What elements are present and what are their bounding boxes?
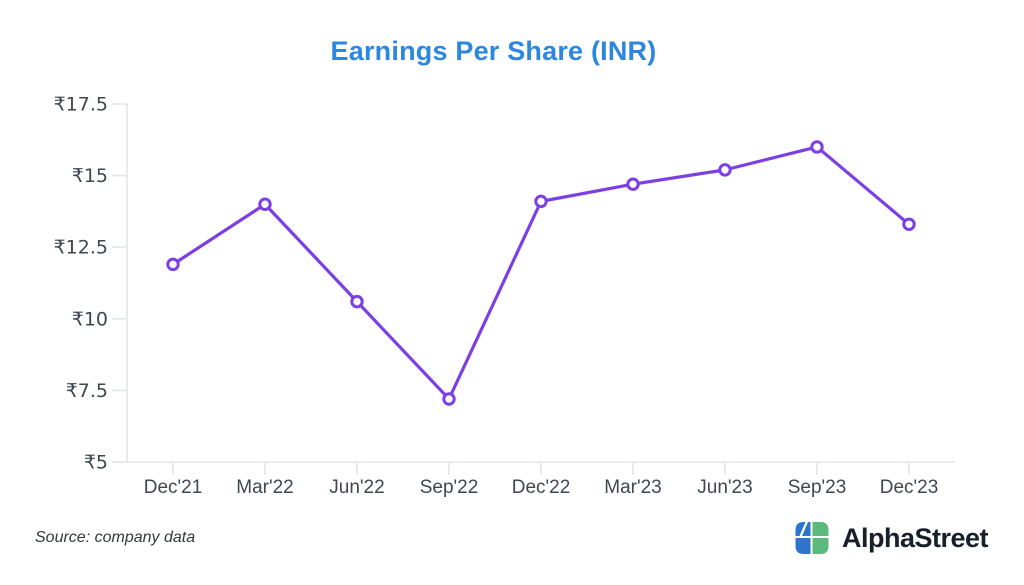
- logo-petal-bottom-left: [795, 538, 811, 554]
- eps-line-chart: ₹17.5 ₹15 ₹12.5 ₹10 ₹7.5 ₹5 Dec'21 Mar'22 Jun'22…: [54, 94, 955, 498]
- y-tick-label: ₹15: [72, 165, 108, 187]
- alphastreet-logo-text: AlphaStreet: [842, 522, 989, 553]
- y-tick-label: ₹10: [72, 308, 108, 330]
- data-point-Jun'23: [718, 163, 732, 177]
- alphastreet-logo-icon: [795, 522, 829, 554]
- logo-petal-top-left-main: [802, 522, 811, 536]
- data-point-Dec'22: [534, 194, 548, 209]
- x-tick-label: Mar'23: [604, 477, 661, 498]
- x-tick-label: Jun'22: [329, 477, 384, 498]
- source-note: Source: company data: [35, 529, 196, 546]
- x-tick-label: Dec'21: [144, 477, 203, 498]
- x-tick-label: Mar'22: [236, 477, 293, 498]
- logo-petal-top-left-sliver: [795, 522, 806, 536]
- x-tick-label: Sep'23: [788, 477, 847, 498]
- data-point-Mar'22: [258, 197, 272, 211]
- y-tick-label: ₹17.5: [54, 94, 108, 116]
- x-tick-label: Jun'23: [697, 477, 752, 498]
- logo-petal-bottom-right: [812, 538, 829, 554]
- y-tick-label: ₹12.5: [54, 237, 108, 259]
- data-point-Mar'23: [626, 177, 640, 191]
- x-tick-label: Dec'23: [880, 477, 939, 498]
- logo-petal-top-right: [812, 522, 829, 536]
- data-point-Sep'22: [442, 392, 456, 406]
- chart-title: Earnings Per Share (INR): [330, 36, 657, 66]
- data-point-Jun'22: [350, 294, 364, 309]
- data-point-Dec'21: [166, 257, 180, 272]
- y-tick-label: ₹5: [84, 452, 108, 474]
- x-tick-label: Sep'22: [420, 477, 479, 498]
- y-tick-label: ₹7.5: [66, 380, 108, 402]
- x-tick-label: Dec'22: [512, 477, 571, 498]
- alphastreet-logo: AlphaStreet: [793, 521, 989, 555]
- eps-line: [171, 145, 911, 401]
- data-point-Sep'23: [810, 140, 824, 154]
- data-point-Dec'23: [902, 217, 916, 231]
